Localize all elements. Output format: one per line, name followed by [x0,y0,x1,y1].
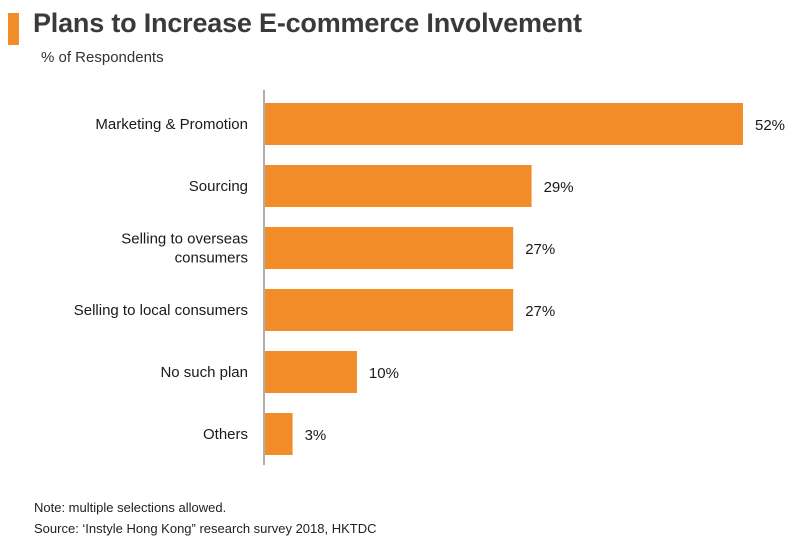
value-label-2: 27% [525,241,555,258]
category-label-line: Others [203,426,248,443]
chart-subtitle: % of Respondents [41,49,164,66]
value-label-3: 27% [525,303,555,320]
bar-4 [265,351,357,393]
category-label-line: Sourcing [189,178,248,195]
note-text: Note: multiple selections allowed. [34,500,227,515]
category-label-line: No such plan [160,364,248,381]
bar-2 [265,227,514,269]
category-label-line: consumers [175,250,248,267]
chart-title: Plans to Increase E-commerce Involvement [33,8,582,38]
bar-5 [265,413,293,455]
category-label-4: No such plan [160,364,248,381]
category-label-2: Selling to overseas consumers [121,231,248,267]
footnotes: Note: multiple selections allowed. Sourc… [34,497,377,539]
bar-0 [265,103,743,145]
category-label-5: Others [203,426,248,443]
value-label-1: 29% [544,179,574,196]
value-label-5: 3% [305,427,327,444]
value-label-4: 10% [369,365,399,382]
category-label-3: Selling to local consumers [74,302,248,319]
bar-1 [265,165,532,207]
source-text: Source: ‘Instyle Hong Kong” research sur… [34,521,377,536]
title-accent-bar [8,13,19,45]
category-label-line: Selling to overseas [121,231,248,248]
category-label-1: Sourcing [189,178,248,195]
bar-3 [265,289,514,331]
category-label-line: Selling to local consumers [74,302,248,319]
value-label-0: 52% [755,117,785,134]
category-label-0: Marketing & Promotion [95,116,248,133]
category-label-line: Marketing & Promotion [95,116,248,133]
